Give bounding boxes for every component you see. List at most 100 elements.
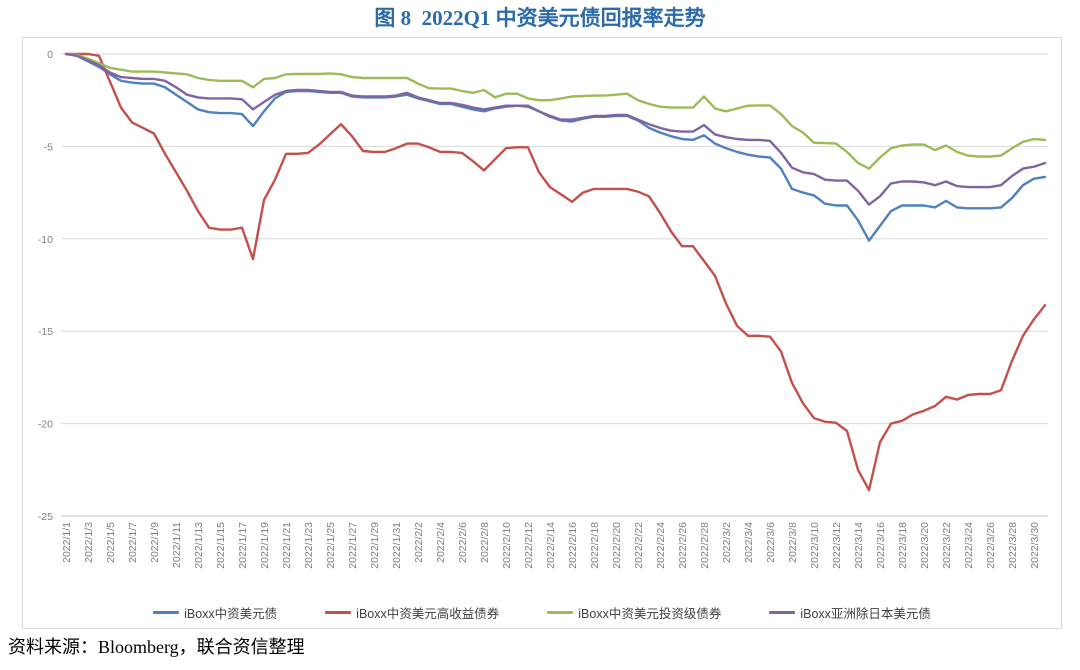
x-tick-label: 2022/1/29: [369, 522, 381, 569]
x-tick-label: 2022/2/16: [567, 522, 579, 569]
x-tick-label: 2022/1/21: [281, 522, 293, 569]
x-tick-label: 2022/1/9: [149, 522, 161, 563]
x-tick: 2022/2/2: [413, 522, 425, 563]
x-tick: 2022/3/8: [787, 522, 799, 563]
x-tick: 2022/2/8: [479, 522, 491, 563]
x-tick: 2022/1/15: [215, 522, 227, 569]
series-line-2: [64, 52, 1047, 170]
x-tick: 2022/1/13: [193, 522, 205, 569]
x-tick-label: 2022/3/26: [985, 522, 997, 569]
x-tick: 2022/2/26: [677, 522, 689, 569]
chart-legend: iBoxx中资美元债 iBoxx中资美元高收益债券 iBoxx中资美元投资级债券 iB…: [23, 602, 1061, 622]
x-tick: 2022/2/12: [523, 522, 535, 569]
x-tick: 2022/1/25: [325, 522, 337, 569]
legend-label: iBoxx中资美元高收益债券: [356, 606, 500, 621]
x-tick-label: 2022/1/5: [105, 522, 117, 563]
x-tick: 2022/3/10: [809, 522, 821, 569]
x-tick-label: 2022/1/7: [127, 522, 139, 563]
x-tick: 2022/1/9: [149, 522, 161, 563]
x-tick: 2022/3/22: [941, 522, 953, 569]
x-tick-label: 2022/3/12: [831, 522, 843, 569]
x-tick-label: 2022/1/1: [61, 522, 73, 563]
x-tick: 2022/1/21: [281, 522, 293, 569]
y-tick-label: -10: [38, 234, 53, 246]
x-tick-label: 2022/3/30: [1029, 522, 1041, 569]
x-tick-label: 2022/3/24: [963, 522, 975, 569]
x-tick: 2022/1/11: [171, 522, 183, 568]
x-tick-label: 2022/1/27: [347, 522, 359, 569]
x-tick: 2022/1/31: [391, 522, 403, 569]
x-tick-label: 2022/2/12: [523, 522, 535, 569]
x-tick: 2022/2/28: [699, 522, 711, 569]
x-tick: 2022/1/7: [127, 522, 139, 563]
x-tick: 2022/3/24: [963, 522, 975, 569]
x-tick-label: 2022/3/6: [765, 522, 777, 563]
chart-area: 0 -5 -10 -15 -20 -25 2022/1/1 2022/1/3 2022/1/5 2…: [22, 37, 1062, 629]
legend-line-swatch: [325, 610, 352, 614]
x-tick-label: 2022/1/17: [237, 522, 249, 569]
legend-item-3: iBoxx亚洲除日本美元债: [769, 603, 931, 622]
x-tick: 2022/3/6: [765, 522, 777, 563]
series-line-3: [64, 52, 1047, 206]
x-tick: 2022/3/30: [1029, 522, 1041, 569]
x-tick-label: 2022/3/20: [919, 522, 931, 569]
x-tick-label: 2022/1/11: [171, 522, 183, 568]
x-tick-label: 2022/2/6: [457, 522, 469, 563]
x-tick-label: 2022/3/8: [787, 522, 799, 563]
x-tick: 2022/3/26: [985, 522, 997, 569]
y-tick-label: -20: [38, 419, 53, 431]
x-tick-label: 2022/2/18: [589, 522, 601, 569]
x-tick-label: 2022/2/22: [633, 522, 645, 569]
y-tick-label: -15: [38, 326, 53, 338]
x-tick-label: 2022/2/14: [545, 522, 557, 569]
x-tick: 2022/2/14: [545, 522, 557, 569]
x-tick-label: 2022/2/20: [611, 522, 623, 569]
x-tick-label: 2022/2/8: [479, 522, 491, 563]
x-tick-label: 2022/3/18: [897, 522, 909, 569]
x-tick-label: 2022/1/13: [193, 522, 205, 569]
legend-label: iBoxx中资美元投资级债券: [578, 606, 722, 621]
legend-item-1: iBoxx中资美元高收益债券: [325, 603, 499, 622]
x-tick-label: 2022/2/10: [501, 522, 513, 569]
x-tick-label: 2022/2/28: [699, 522, 711, 569]
x-tick-label: 2022/2/4: [435, 522, 447, 563]
x-tick: 2022/3/18: [897, 522, 909, 569]
legend-line-swatch: [769, 610, 796, 614]
x-tick: 2022/1/27: [347, 522, 359, 569]
legend-item-2: iBoxx中资美元投资级债券: [547, 603, 721, 622]
x-tick: 2022/2/4: [435, 522, 447, 563]
x-tick-label: 2022/1/23: [303, 522, 315, 569]
legend-item-0: iBoxx中资美元债: [153, 603, 277, 622]
x-tick: 2022/2/10: [501, 522, 513, 569]
x-tick: 2022/3/16: [875, 522, 887, 569]
x-tick-label: 2022/3/2: [721, 522, 733, 563]
x-tick: 2022/2/18: [589, 522, 601, 569]
x-tick-label: 2022/3/28: [1007, 522, 1019, 569]
x-tick: 2022/1/1: [61, 522, 73, 563]
y-tick-label: -5: [44, 141, 53, 153]
series-line-1: [64, 52, 1047, 492]
x-tick: 2022/1/29: [369, 522, 381, 569]
x-tick: 2022/1/5: [105, 522, 117, 563]
x-tick: 2022/1/17: [237, 522, 249, 569]
x-tick-label: 2022/3/22: [941, 522, 953, 569]
x-tick-label: 2022/3/4: [743, 522, 755, 563]
x-tick: 2022/3/28: [1007, 522, 1019, 569]
x-tick-label: 2022/2/26: [677, 522, 689, 569]
x-tick: 2022/1/3: [83, 522, 95, 563]
x-tick-label: 2022/3/14: [853, 522, 865, 569]
x-tick: 2022/2/24: [655, 522, 667, 569]
x-tick: 2022/1/23: [303, 522, 315, 569]
x-tick-label: 2022/3/10: [809, 522, 821, 569]
line-chart: 0 -5 -10 -15 -20 -25 2022/1/1 2022/1/3 2022/1/5 2…: [38, 49, 1048, 569]
legend-label: iBoxx亚洲除日本美元债: [800, 606, 931, 621]
chart-title: 图 8 2022Q1 中资美元债回报率走势: [374, 6, 706, 30]
legend-line-swatch: [153, 610, 180, 614]
x-tick: 2022/3/20: [919, 522, 931, 569]
x-tick-label: 2022/2/24: [655, 522, 667, 569]
x-tick: 2022/2/6: [457, 522, 469, 563]
x-tick: 2022/3/12: [831, 522, 843, 569]
x-tick: 2022/3/2: [721, 522, 733, 563]
x-tick: 2022/2/22: [633, 522, 645, 569]
x-tick-label: 2022/3/16: [875, 522, 887, 569]
